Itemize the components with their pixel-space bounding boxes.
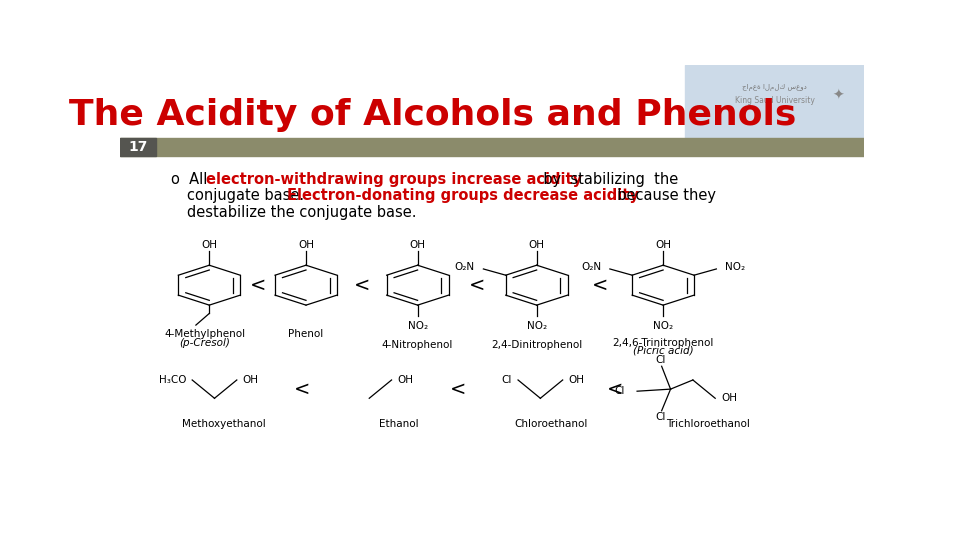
Text: Cl: Cl xyxy=(655,355,665,365)
Text: Ethanol: Ethanol xyxy=(379,420,419,429)
Text: OH: OH xyxy=(721,393,737,403)
Text: ✦: ✦ xyxy=(832,89,844,103)
Text: 2,4,6-Trinitrophenol: 2,4,6-Trinitrophenol xyxy=(612,338,714,348)
Text: Chloroethanol: Chloroethanol xyxy=(515,420,588,429)
Text: OH: OH xyxy=(568,375,585,385)
Text: Methoxyethanol: Methoxyethanol xyxy=(182,420,266,429)
Text: o  All: o All xyxy=(171,172,216,187)
Text: conjugate base.: conjugate base. xyxy=(187,188,313,203)
Text: OH: OH xyxy=(529,240,544,250)
Text: (p-Cresol): (p-Cresol) xyxy=(180,338,230,348)
Text: H₃CO: H₃CO xyxy=(159,375,187,385)
Text: 4-Methylphenol: 4-Methylphenol xyxy=(164,329,246,339)
Text: <: < xyxy=(591,276,608,295)
Text: O₂N: O₂N xyxy=(581,262,601,272)
Bar xyxy=(685,65,864,140)
Text: electron-withdrawing groups increase acidity: electron-withdrawing groups increase aci… xyxy=(206,172,583,187)
Text: NO₂: NO₂ xyxy=(527,321,546,331)
Text: Cl: Cl xyxy=(614,386,625,396)
Text: Phenol: Phenol xyxy=(288,329,324,339)
Text: <: < xyxy=(294,380,310,399)
Text: Electron-donating groups decrease acidity: Electron-donating groups decrease acidit… xyxy=(287,188,639,203)
Text: Cl: Cl xyxy=(655,413,665,422)
Text: OH: OH xyxy=(243,375,259,385)
Text: <: < xyxy=(250,276,266,295)
Text: <: < xyxy=(607,380,623,399)
Text: 2,4-Dinitrophenol: 2,4-Dinitrophenol xyxy=(491,340,583,349)
Bar xyxy=(120,138,864,156)
Bar xyxy=(120,138,156,156)
Text: OH: OH xyxy=(397,375,414,385)
Text: King Saud University: King Saud University xyxy=(734,96,815,105)
Text: Trichloroethanol: Trichloroethanol xyxy=(666,420,750,429)
Text: by  stabilizing  the: by stabilizing the xyxy=(534,172,678,187)
Text: 17: 17 xyxy=(129,140,148,154)
Text: جامعة الملك سعود: جامعة الملك سعود xyxy=(742,84,807,91)
Text: NO₂: NO₂ xyxy=(725,262,745,272)
Text: Cl: Cl xyxy=(502,375,512,385)
Text: O₂N: O₂N xyxy=(455,262,475,272)
Text: NO₂: NO₂ xyxy=(653,321,673,331)
Text: The Acidity of Alcohols and Phenols: The Acidity of Alcohols and Phenols xyxy=(69,98,796,132)
Text: OH: OH xyxy=(410,240,425,250)
Text: <: < xyxy=(450,380,467,399)
Text: OH: OH xyxy=(655,240,671,250)
Text: <: < xyxy=(468,276,486,295)
Text: destabilize the conjugate base.: destabilize the conjugate base. xyxy=(187,205,417,220)
Text: 4-Nitrophenol: 4-Nitrophenol xyxy=(382,340,453,349)
Text: (Picric acid): (Picric acid) xyxy=(633,346,693,356)
Text: NO₂: NO₂ xyxy=(408,321,427,331)
Text: <: < xyxy=(353,276,370,295)
Text: OH: OH xyxy=(298,240,314,250)
Text: because they: because they xyxy=(608,188,716,203)
Text: OH: OH xyxy=(202,240,217,250)
